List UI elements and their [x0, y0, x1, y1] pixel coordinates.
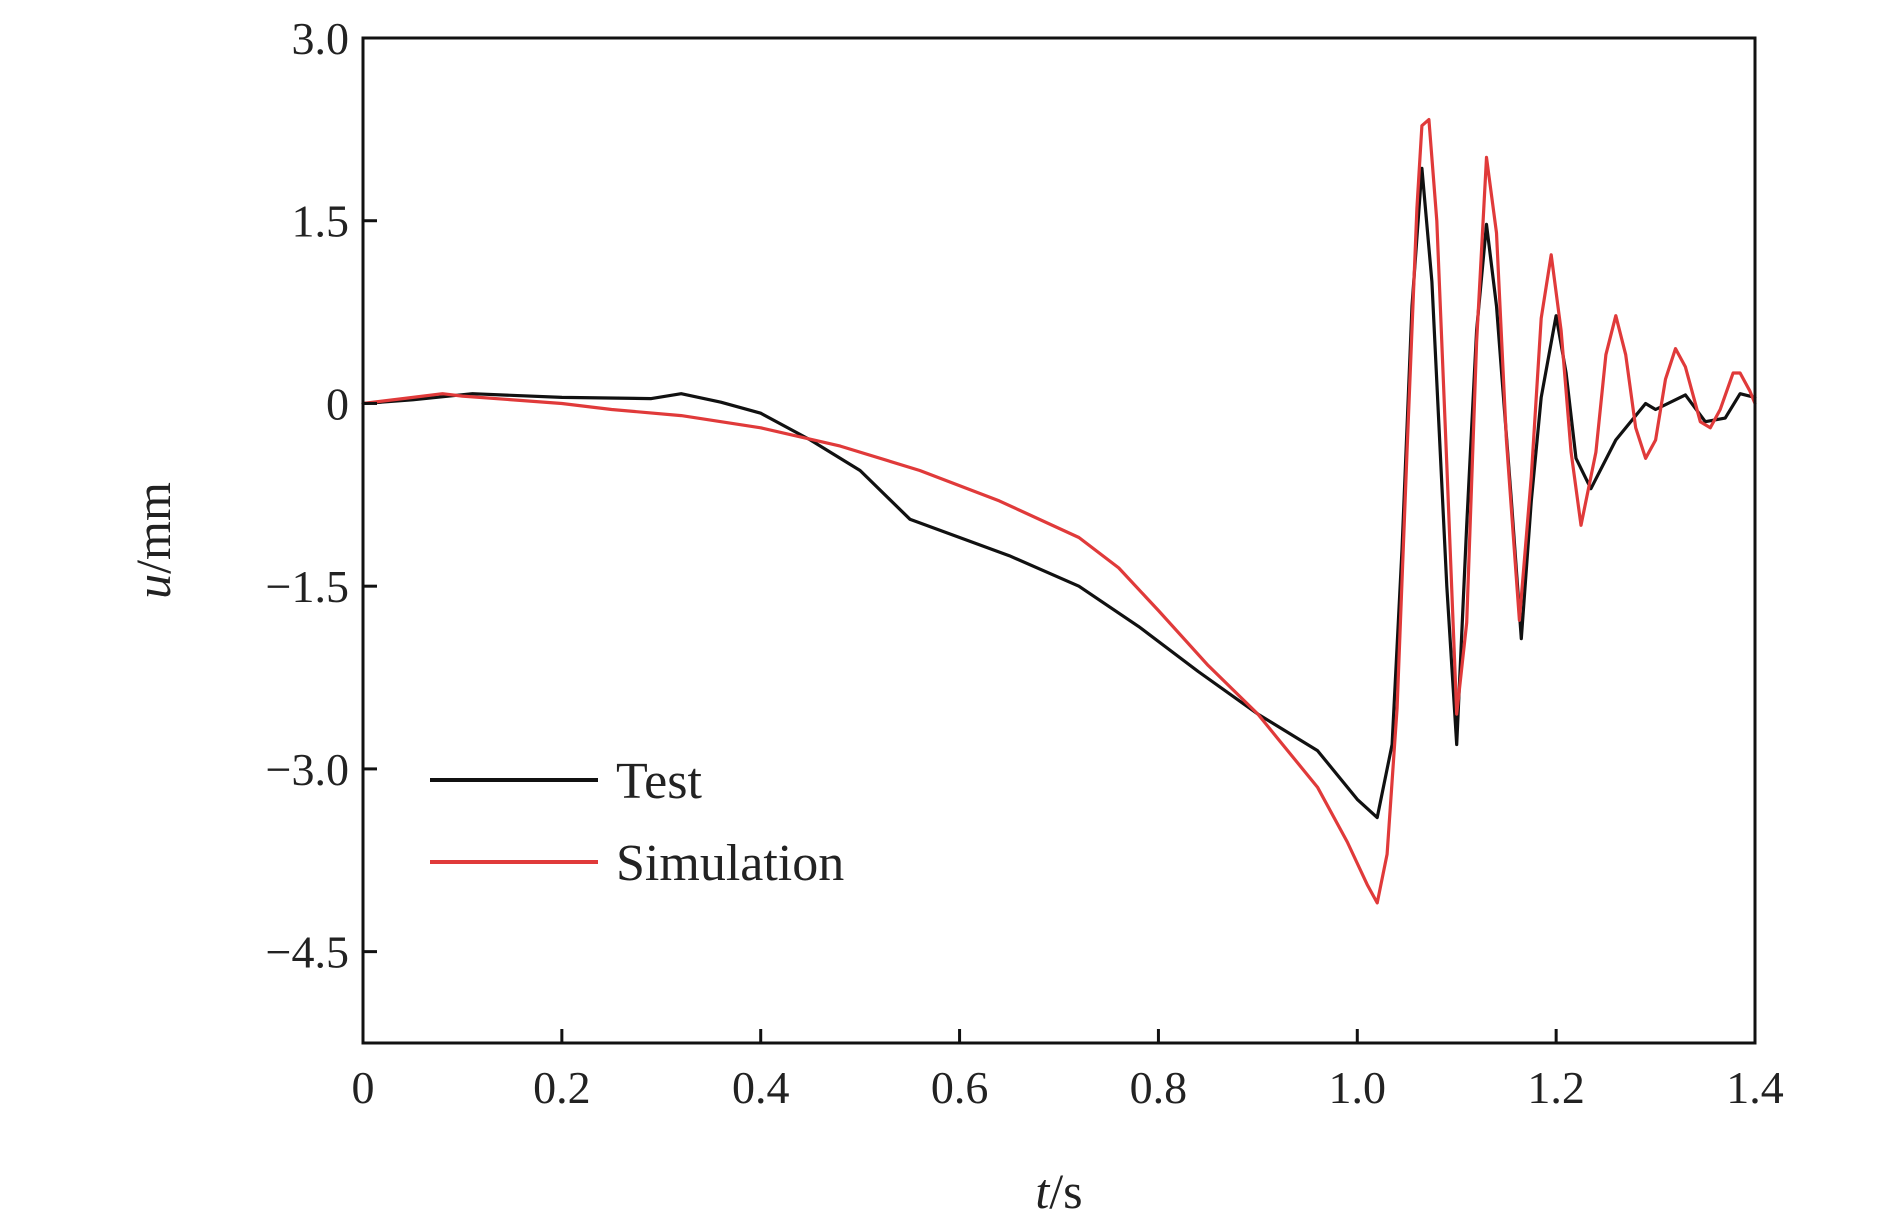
- x-tick-label: 0.2: [533, 1062, 591, 1113]
- x-tick-label: 0.8: [1130, 1062, 1188, 1113]
- x-tick-label: 1.0: [1329, 1062, 1387, 1113]
- x-axis-unit: /s: [1049, 1163, 1082, 1219]
- x-tick-label: 0.6: [931, 1062, 989, 1113]
- y-tick-label: 1.5: [292, 196, 350, 247]
- series-line-simulation: [361, 118, 1757, 905]
- y-axis-label: u/mm: [125, 482, 181, 599]
- y-tick-label: 3.0: [292, 13, 350, 64]
- axis-ticks: 0 0.2 0.4 0.6 0.8 1.0 1.2 1.4 3.0 1.5 0 −1.5 −3.0 −4.…: [266, 13, 1784, 1113]
- x-tick-label: 1.2: [1527, 1062, 1585, 1113]
- y-tick-label: −3.0: [266, 744, 349, 795]
- series-layer: [361, 118, 1757, 905]
- legend-label-simulation: Simulation: [616, 835, 844, 892]
- legend-label-test: Test: [616, 753, 702, 810]
- y-tick-label: −4.5: [266, 927, 349, 978]
- y-tick-label: 0: [326, 378, 349, 429]
- y-tick-label: −1.5: [266, 561, 349, 612]
- series-line-test: [361, 166, 1757, 820]
- x-tick-label: 1.4: [1726, 1062, 1784, 1113]
- plot-area-frame: [361, 36, 1757, 1045]
- y-axis-unit: /mm: [125, 482, 181, 574]
- x-axis-var: t: [1035, 1163, 1050, 1219]
- x-tick-label: 0.4: [732, 1062, 790, 1113]
- x-axis-label: t/s: [1035, 1163, 1082, 1219]
- x-tick-label: 0: [352, 1062, 375, 1113]
- y-axis-var: u: [125, 574, 181, 599]
- legend: Test Simulation: [430, 753, 844, 892]
